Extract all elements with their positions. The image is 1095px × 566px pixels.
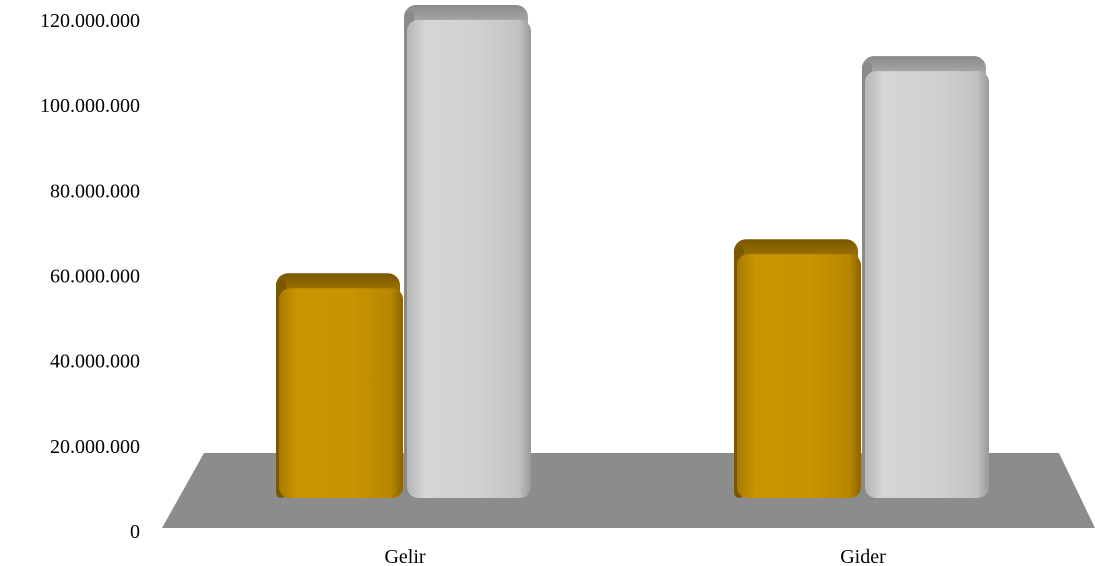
y-tick-label: 0 xyxy=(130,521,140,543)
bar-gelir-2 xyxy=(404,5,531,498)
x-category-label: Gider xyxy=(840,546,886,566)
bar-gider-1 xyxy=(734,239,861,498)
x-category-label: Gelir xyxy=(384,546,425,566)
bar-gider-2 xyxy=(862,56,989,498)
bar-face xyxy=(407,20,531,498)
x-axis: Gelir Gider xyxy=(384,546,886,566)
bar-face xyxy=(865,71,989,498)
bar-face xyxy=(279,288,403,498)
y-tick-label: 120.000.000 xyxy=(40,10,140,32)
y-tick-label: 80.000.000 xyxy=(50,180,140,202)
y-tick-label: 20.000.000 xyxy=(50,436,140,458)
bar-gelir-1 xyxy=(276,273,403,498)
bars-group xyxy=(276,5,989,498)
y-tick-label: 60.000.000 xyxy=(50,266,140,288)
y-tick-label: 40.000.000 xyxy=(50,351,140,373)
bar-face xyxy=(737,254,861,498)
y-tick-label: 100.000.000 xyxy=(40,95,140,117)
y-axis: 0 20.000.000 40.000.000 60.000.000 80.000.00… xyxy=(40,10,140,543)
